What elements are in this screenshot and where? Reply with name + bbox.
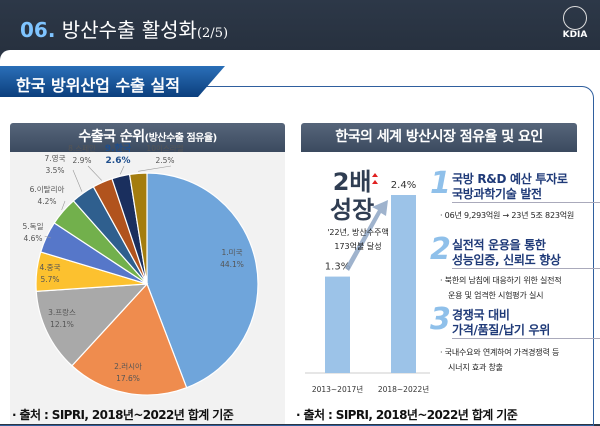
pie-value: 44.1%	[220, 260, 244, 269]
up-arrow-icon	[372, 173, 378, 184]
section-tab: 한국 방위산업 수출 실적	[0, 66, 225, 97]
growth-arrow	[345, 200, 388, 271]
pie-value: 2.6%	[106, 156, 131, 166]
pie-label: 8.스페인	[68, 143, 96, 153]
pie-label: 4.중국	[40, 263, 61, 272]
pie-label: 3.프랑스	[48, 308, 76, 317]
page-title: 06. 방산수출 활성화(2/5)	[20, 18, 229, 42]
order-note: '22년, 방산수주액 173억불 달성	[327, 228, 389, 251]
bar-value-label: 2.4%	[391, 180, 416, 191]
bar	[391, 195, 416, 373]
pie-label: 10이스라엘	[146, 143, 183, 153]
pie-slice	[146, 172, 259, 389]
x-tick-label: 2013~2017년	[312, 384, 363, 394]
factor-title: 실전적 운용을 통한 성능입증, 신뢰도 향상	[452, 238, 600, 269]
left-footnote: · 출처 : SIPRI, 2018년~2022년 합계 기준	[12, 408, 234, 422]
pie-value: 4.2%	[37, 197, 56, 206]
pie-slice	[128, 172, 148, 285]
number-3: 3	[430, 302, 451, 337]
pie-value: 2.9%	[72, 156, 91, 165]
pie-label: 2.러시아	[114, 361, 142, 371]
number-1: 1	[430, 166, 451, 201]
right-footnote: · 출처 : SIPRI, 2018년~2022년 합계 기준	[296, 408, 518, 422]
factor-bullet: · 06년 9,293억원 → 23년 5조 823억원	[440, 211, 575, 220]
pie-label: 1.미국	[222, 248, 243, 257]
growth-label: 2배 성장	[330, 168, 375, 224]
left-subtitle: 수출국 순위(방산수출 점유율)	[10, 123, 285, 152]
pie-value: 5.7%	[40, 275, 59, 284]
globe-icon	[563, 6, 587, 30]
pie-value: 12.1%	[50, 320, 74, 329]
bar-value-label: 1.3%	[325, 262, 350, 273]
factor-bullet: · 국내수요와 연계하여 가격경쟁력 등 시너지 효과 창출	[440, 348, 560, 372]
pie-label: 7.영국	[45, 153, 66, 163]
leader-line	[119, 165, 125, 175]
factor-bullet: · 북한의 남침에 대응하기 위한 실전적 운용 및 엄격한 시험평가 실시	[440, 276, 562, 300]
x-tick-label: 2018~2022년	[378, 384, 429, 394]
factor-title: 경쟁국 대비 가격/품질/납기 우위	[452, 308, 600, 339]
factor-title: 국방 R&D 예산 투자로 국방과학기술 발전	[452, 172, 600, 203]
leader-line	[138, 165, 172, 172]
bar	[325, 276, 350, 373]
pie-value: 17.6%	[116, 374, 140, 383]
leader-line	[87, 165, 102, 181]
pie-value: 2.5%	[155, 156, 174, 165]
pie-value: 4.6%	[23, 234, 42, 243]
pie-slice	[35, 283, 149, 367]
pie-label: 9.한국	[105, 142, 132, 154]
number-2: 2	[430, 232, 451, 267]
right-subtitle: 한국의 세계 방산시장 점유율 및 요인	[301, 123, 577, 152]
pie-value: 3.5%	[45, 166, 64, 175]
leader-line	[44, 235, 52, 239]
header: 06. 방산수출 활성화(2/5) KDIA	[0, 0, 600, 50]
pie-label: 5.독일	[23, 222, 44, 231]
leader-line	[61, 200, 66, 211]
leader-line	[72, 169, 83, 192]
pie-slice	[71, 282, 188, 396]
pie-label: 6.이탈리아	[30, 184, 65, 194]
kdia-logo: KDIA	[556, 6, 594, 44]
